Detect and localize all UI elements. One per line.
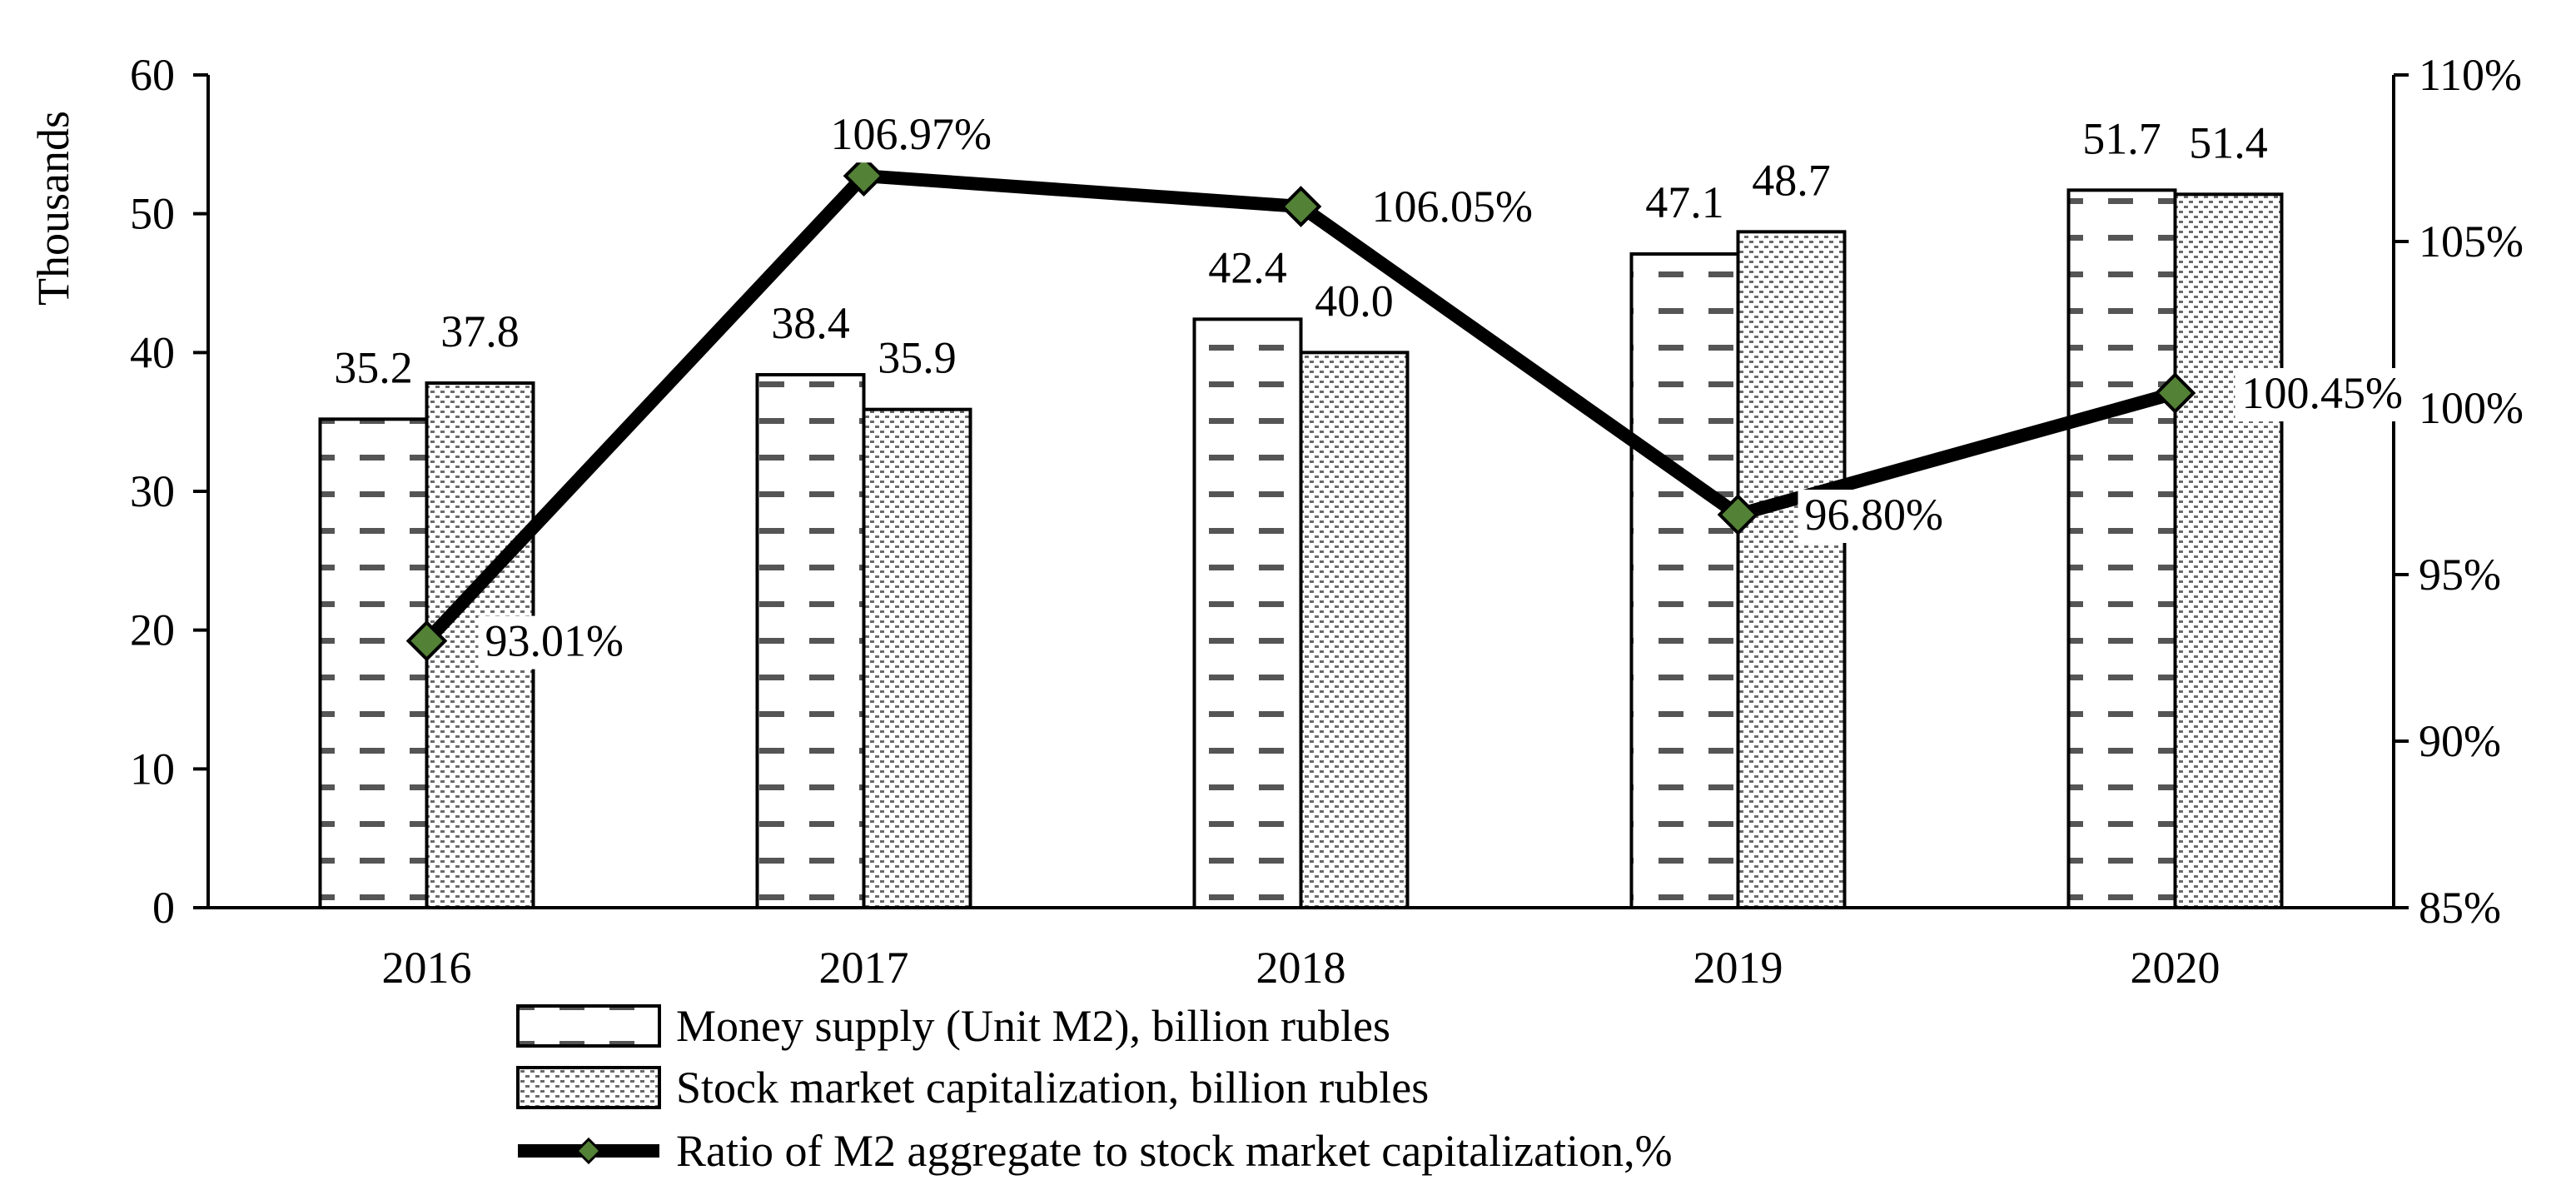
ratio-label-2020: 100.45% (2242, 368, 2403, 418)
y-tick-label-left-20: 20 (130, 605, 175, 655)
y-tick-label-left-40: 40 (130, 327, 175, 377)
data-label-capitalization-2019: 48.7 (1752, 155, 1831, 205)
ratio-label-bg-2016 (478, 615, 658, 670)
x-tick-label-2019: 2019 (1693, 943, 1783, 993)
bar-capitalization-2017 (862, 407, 972, 909)
legend-swatch-capitalization (516, 1066, 661, 1109)
x-tick-label-2020: 2020 (2131, 943, 2220, 993)
data-label-m2-2020: 51.7 (2082, 113, 2161, 163)
y-tick-label-right-0: 85% (2419, 883, 2501, 933)
y-tick-label-left-10: 10 (130, 744, 175, 794)
legend-layer: Money supply (Unit M2), billion rubles St… (516, 1001, 1673, 1176)
ratio-marker-2018 (1280, 186, 1322, 227)
y-tick-label-left-30: 30 (130, 466, 175, 516)
ratio-marker-2016 (405, 620, 448, 662)
legend-label-m2: Money supply (Unit M2), billion rubles (676, 1001, 1390, 1051)
bar-m2-2018 (1192, 317, 1303, 910)
bar-capitalization-2020 (2173, 192, 2284, 910)
data-label-m2-2017: 38.4 (771, 298, 850, 348)
ratio-label-bg-2019 (1798, 490, 1977, 543)
ratio-label-2017: 106.97% (831, 109, 992, 159)
data-label-m2-2018: 42.4 (1208, 242, 1287, 292)
ratio-label-bg-2020 (2235, 368, 2414, 421)
bar-m2-2017 (755, 373, 866, 909)
y-tick-label-right-2: 95% (2419, 550, 2501, 600)
ratio-marker-2019 (1717, 494, 1759, 535)
bar-m2-2016 (318, 417, 429, 910)
ratio-label-bg-2017 (823, 109, 1003, 163)
y-tick-label-left-0: 0 (152, 883, 175, 933)
x-tick-label-2016: 2016 (382, 943, 472, 993)
y-tick-label-right-3: 100% (2419, 383, 2524, 433)
data-label-m2-2019: 47.1 (1645, 177, 1724, 227)
bar-capitalization-2018 (1299, 351, 1410, 910)
bar-capitalization-2019 (1736, 230, 1847, 910)
line-layer (405, 155, 2196, 662)
ratio-label-2019: 96.80% (1805, 490, 1943, 540)
y-tick-label-left-50: 50 (130, 189, 175, 239)
data-label-capitalization-2017: 35.9 (878, 333, 957, 383)
y-axis-title: Thousands (28, 111, 78, 306)
ratio-marker-2017 (843, 155, 885, 197)
y-tick-label-right-4: 105% (2419, 217, 2524, 266)
data-label-capitalization-2016: 37.8 (440, 306, 520, 356)
ratio-label-2018: 106.05% (1372, 182, 1533, 232)
legend-swatch-m2 (516, 1004, 661, 1048)
axes-layer: 0 10 20 30 40 50 60 85% 90% 95% 100% 105% 110% 2016 20… (28, 50, 2524, 993)
legend-swatch-ratio-marker (574, 1137, 603, 1165)
bar-m2-2020 (2066, 188, 2177, 910)
legend-label-ratio: Ratio of M2 aggregate to stock market ca… (676, 1126, 1673, 1176)
y-tick-label-right-5: 110% (2419, 50, 2522, 100)
labels-layer: 35.2 37.8 38.4 35.9 42.4 40.0 47.1 48.7 51.7 51.4… (334, 109, 2414, 670)
y-tick-label-right-1: 90% (2419, 716, 2501, 766)
x-tick-label-2018: 2018 (1256, 943, 1346, 993)
data-label-capitalization-2020: 51.4 (2189, 117, 2268, 167)
bar-m2-2019 (1629, 252, 1740, 909)
y-tick-label-left-60: 60 (130, 50, 175, 100)
ratio-label-bg-2018 (1365, 182, 1544, 235)
ratio-label-2016: 93.01% (485, 616, 624, 666)
data-label-capitalization-2018: 40.0 (1315, 276, 1394, 326)
x-tick-label-2017: 2017 (819, 943, 909, 993)
legend-label-capitalization: Stock market capitalization, billion rub… (676, 1063, 1429, 1113)
ratio-marker-2020 (2154, 372, 2196, 414)
data-label-m2-2016: 35.2 (334, 342, 413, 392)
bars-layer (318, 188, 2284, 910)
